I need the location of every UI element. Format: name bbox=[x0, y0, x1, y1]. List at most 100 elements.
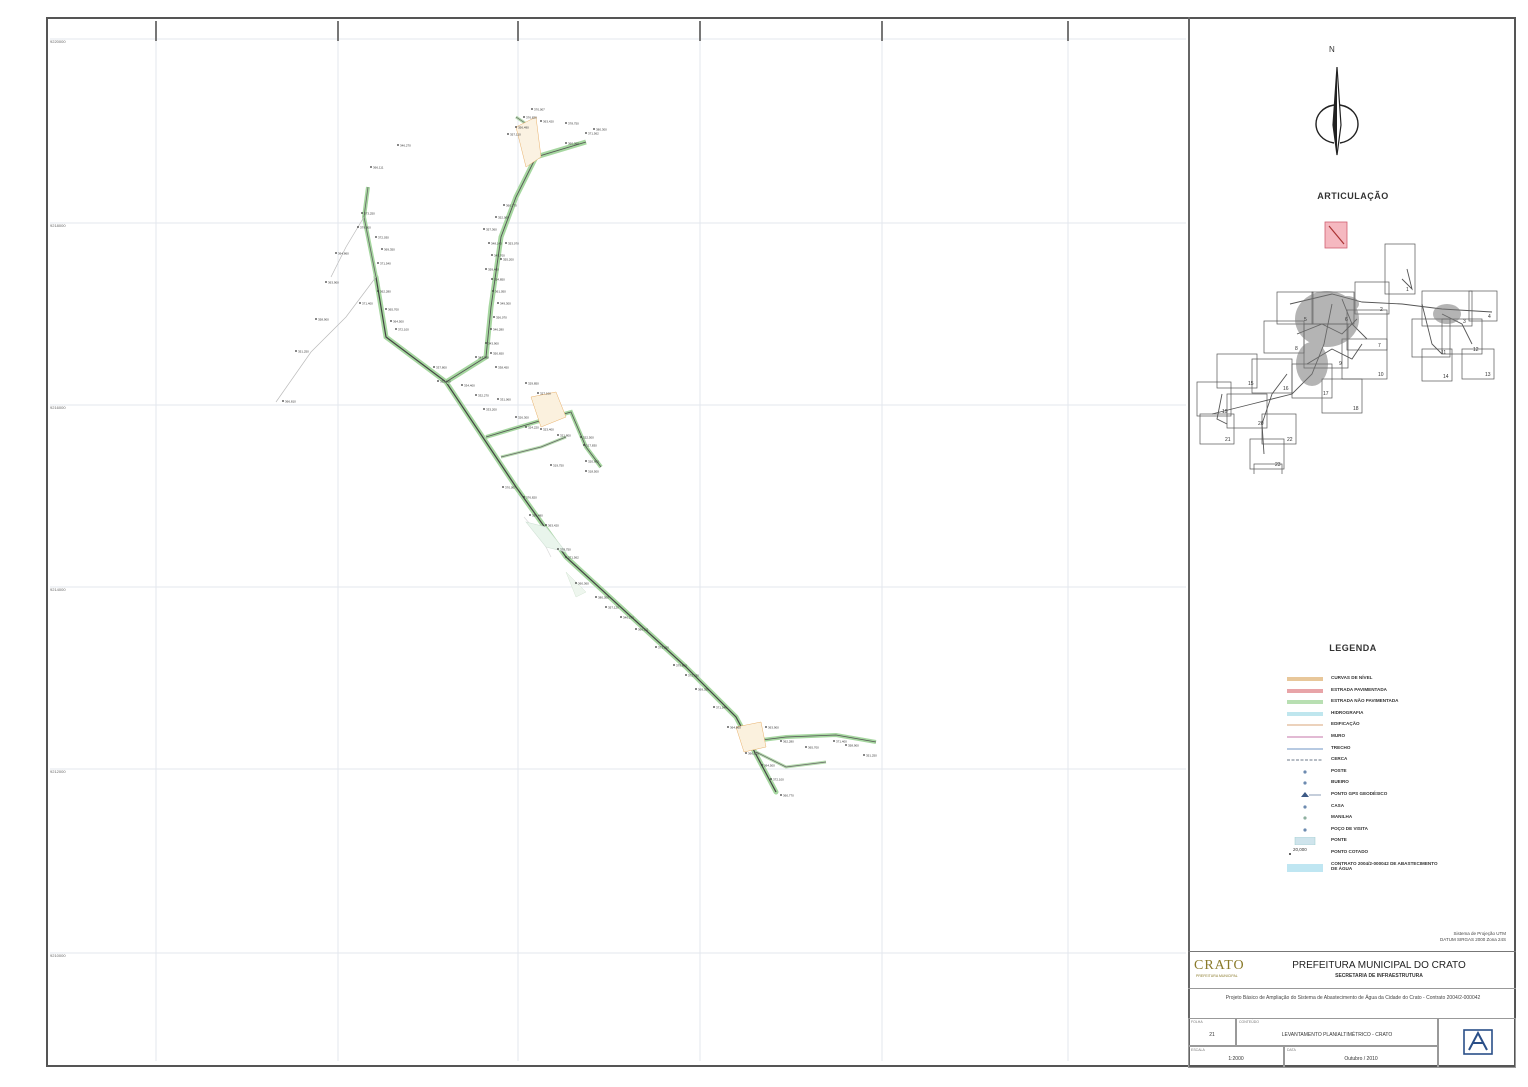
legend-label: HIDROGRAFIA bbox=[1331, 709, 1364, 715]
survey-point-marker bbox=[585, 460, 587, 462]
grid-left-labels: 9220000 9218000 9216000 9214000 9212000 92100… bbox=[50, 39, 66, 958]
survey-point-marker bbox=[490, 352, 492, 354]
survey-point-label: 373,250 bbox=[658, 646, 669, 650]
legend-item: CERCA bbox=[1287, 755, 1497, 767]
articulacao-tile-number: 9 bbox=[1339, 361, 1342, 367]
survey-point-label: 357,120 bbox=[510, 133, 521, 137]
survey-point-label: 358,900 bbox=[848, 744, 859, 748]
survey-point-label: 378,750 bbox=[568, 122, 579, 126]
legend-symbol-icon bbox=[1287, 736, 1323, 738]
survey-point-label: 347,280 bbox=[478, 356, 489, 360]
survey-point-label: 372,100 bbox=[773, 778, 784, 782]
projection-note: Sistema de Projeção UTM DATUM SIRGAS 200… bbox=[1440, 931, 1506, 942]
date-caption: DATA bbox=[1287, 1048, 1296, 1052]
legend-item: HIDROGRAFIA bbox=[1287, 709, 1497, 721]
legend-label: ESTRADA NÃO PAVIMENTADA bbox=[1331, 698, 1399, 704]
grid-label: 9220000 bbox=[50, 39, 66, 44]
legend-label: MURO bbox=[1331, 732, 1346, 738]
survey-point-marker bbox=[745, 752, 747, 754]
company-logo-icon bbox=[1463, 1029, 1493, 1055]
articulacao-title: ARTICULAÇÃO bbox=[1317, 191, 1389, 201]
legend-symbol-icon bbox=[1303, 804, 1307, 809]
articulacao-tile-number: 8 bbox=[1295, 346, 1298, 352]
survey-point-marker bbox=[377, 262, 379, 264]
coordinate-grid bbox=[50, 25, 1186, 1061]
legend-label: PONTE bbox=[1331, 837, 1347, 843]
survey-point-label: 326,300 bbox=[518, 416, 529, 420]
survey-point-label: 350,650 bbox=[493, 352, 504, 356]
survey-point-marker bbox=[685, 674, 687, 676]
survey-point-marker bbox=[485, 268, 487, 270]
scale-caption: ESCALA bbox=[1191, 1048, 1205, 1052]
survey-point-marker bbox=[565, 556, 567, 558]
survey-point-label: 357,120 bbox=[608, 606, 619, 610]
survey-point-marker bbox=[397, 144, 399, 146]
legend-label: PONTO COTADO bbox=[1331, 848, 1369, 854]
articulacao-tile-number: 18 bbox=[1353, 406, 1359, 412]
survey-point-marker bbox=[315, 318, 317, 320]
survey-point-label: 356,490 bbox=[518, 126, 529, 130]
survey-point-marker bbox=[485, 342, 487, 344]
survey-point-label: 345,700 bbox=[494, 254, 505, 258]
articulacao-tile-number: 13 bbox=[1485, 372, 1491, 378]
articulacao-tile bbox=[1253, 463, 1283, 474]
articulacao-tile bbox=[1249, 438, 1285, 470]
survey-point-marker bbox=[390, 320, 392, 322]
survey-point-marker bbox=[765, 726, 767, 728]
survey-point-marker bbox=[655, 646, 657, 648]
survey-point-marker bbox=[483, 408, 485, 410]
survey-point-marker bbox=[437, 380, 439, 382]
survey-point-label: 362,280 bbox=[783, 740, 794, 744]
survey-point-marker bbox=[475, 356, 477, 358]
survey-point-label: 349,300 bbox=[500, 302, 511, 306]
articulacao-tile bbox=[1226, 393, 1268, 429]
legend-item: MURO bbox=[1287, 732, 1497, 744]
drawing-sheet bbox=[46, 17, 1516, 1067]
survey-point-marker bbox=[833, 740, 835, 742]
scale-cell: ESCALA 1:2000 bbox=[1188, 1046, 1284, 1068]
articulacao-tile bbox=[1196, 381, 1232, 417]
survey-point-label: 353,070 bbox=[508, 242, 519, 246]
survey-point-marker bbox=[575, 582, 577, 584]
survey-point-label: 331,060 bbox=[500, 398, 511, 402]
survey-point-marker bbox=[605, 606, 607, 608]
legend-label: CERCA bbox=[1331, 756, 1348, 762]
legend-symbol-icon bbox=[1303, 816, 1307, 820]
legend-item: PONTO GPS GEODÉSICO bbox=[1287, 790, 1497, 802]
articulacao-tile-number: 3 bbox=[1463, 319, 1466, 325]
legend-item: EDIFICAÇÃO bbox=[1287, 720, 1497, 732]
legend-item: PONTE bbox=[1287, 836, 1497, 848]
articulacao-tile-number: 20 bbox=[1258, 421, 1264, 427]
side-panel: N ARTICULAÇÃO 1 2 3 4 5 6 7 8 9 10 11 12 13 bbox=[1192, 19, 1514, 1065]
survey-point-label: 355,200 bbox=[503, 258, 514, 262]
articulacao-tile-number: 7 bbox=[1378, 343, 1381, 349]
survey-point-marker bbox=[525, 426, 527, 428]
survey-point-marker bbox=[770, 778, 772, 780]
survey-point-label: 371,562 bbox=[568, 556, 579, 560]
survey-point-marker bbox=[580, 436, 582, 438]
north-arrow-icon bbox=[1315, 66, 1359, 156]
survey-point-label: 369,350 bbox=[698, 688, 709, 692]
survey-point-label: 356,490 bbox=[532, 514, 543, 518]
grid-label: 9216000 bbox=[50, 405, 66, 410]
survey-point-label: 359,400 bbox=[488, 268, 499, 272]
survey-point-marker bbox=[483, 228, 485, 230]
survey-point-marker bbox=[565, 122, 567, 124]
survey-point-marker bbox=[492, 290, 494, 292]
legend-cota-value: 20,000 bbox=[1293, 846, 1307, 852]
survey-point-marker bbox=[491, 278, 493, 280]
survey-points: 370,007 376,820 356,490 363,420 378,750 371,5… bbox=[282, 108, 877, 798]
grid-label: 9210000 bbox=[50, 953, 66, 958]
survey-point-marker bbox=[515, 126, 517, 128]
legend-item: ESTRADA PAVIMENTADA bbox=[1287, 686, 1497, 698]
articulacao-tile bbox=[1354, 281, 1390, 315]
survey-point-label: 378,750 bbox=[560, 548, 571, 552]
survey-point-marker bbox=[620, 616, 622, 618]
legend-symbol-icon bbox=[1287, 747, 1323, 750]
legend-symbol-icon bbox=[1287, 688, 1323, 693]
survey-point-marker bbox=[361, 212, 363, 214]
survey-point-label: 366,810 bbox=[748, 752, 759, 756]
survey-point-marker bbox=[545, 524, 547, 526]
articulacao-tile-number: 23 bbox=[1275, 462, 1281, 468]
legend-label: EDIFICAÇÃO bbox=[1331, 721, 1360, 727]
